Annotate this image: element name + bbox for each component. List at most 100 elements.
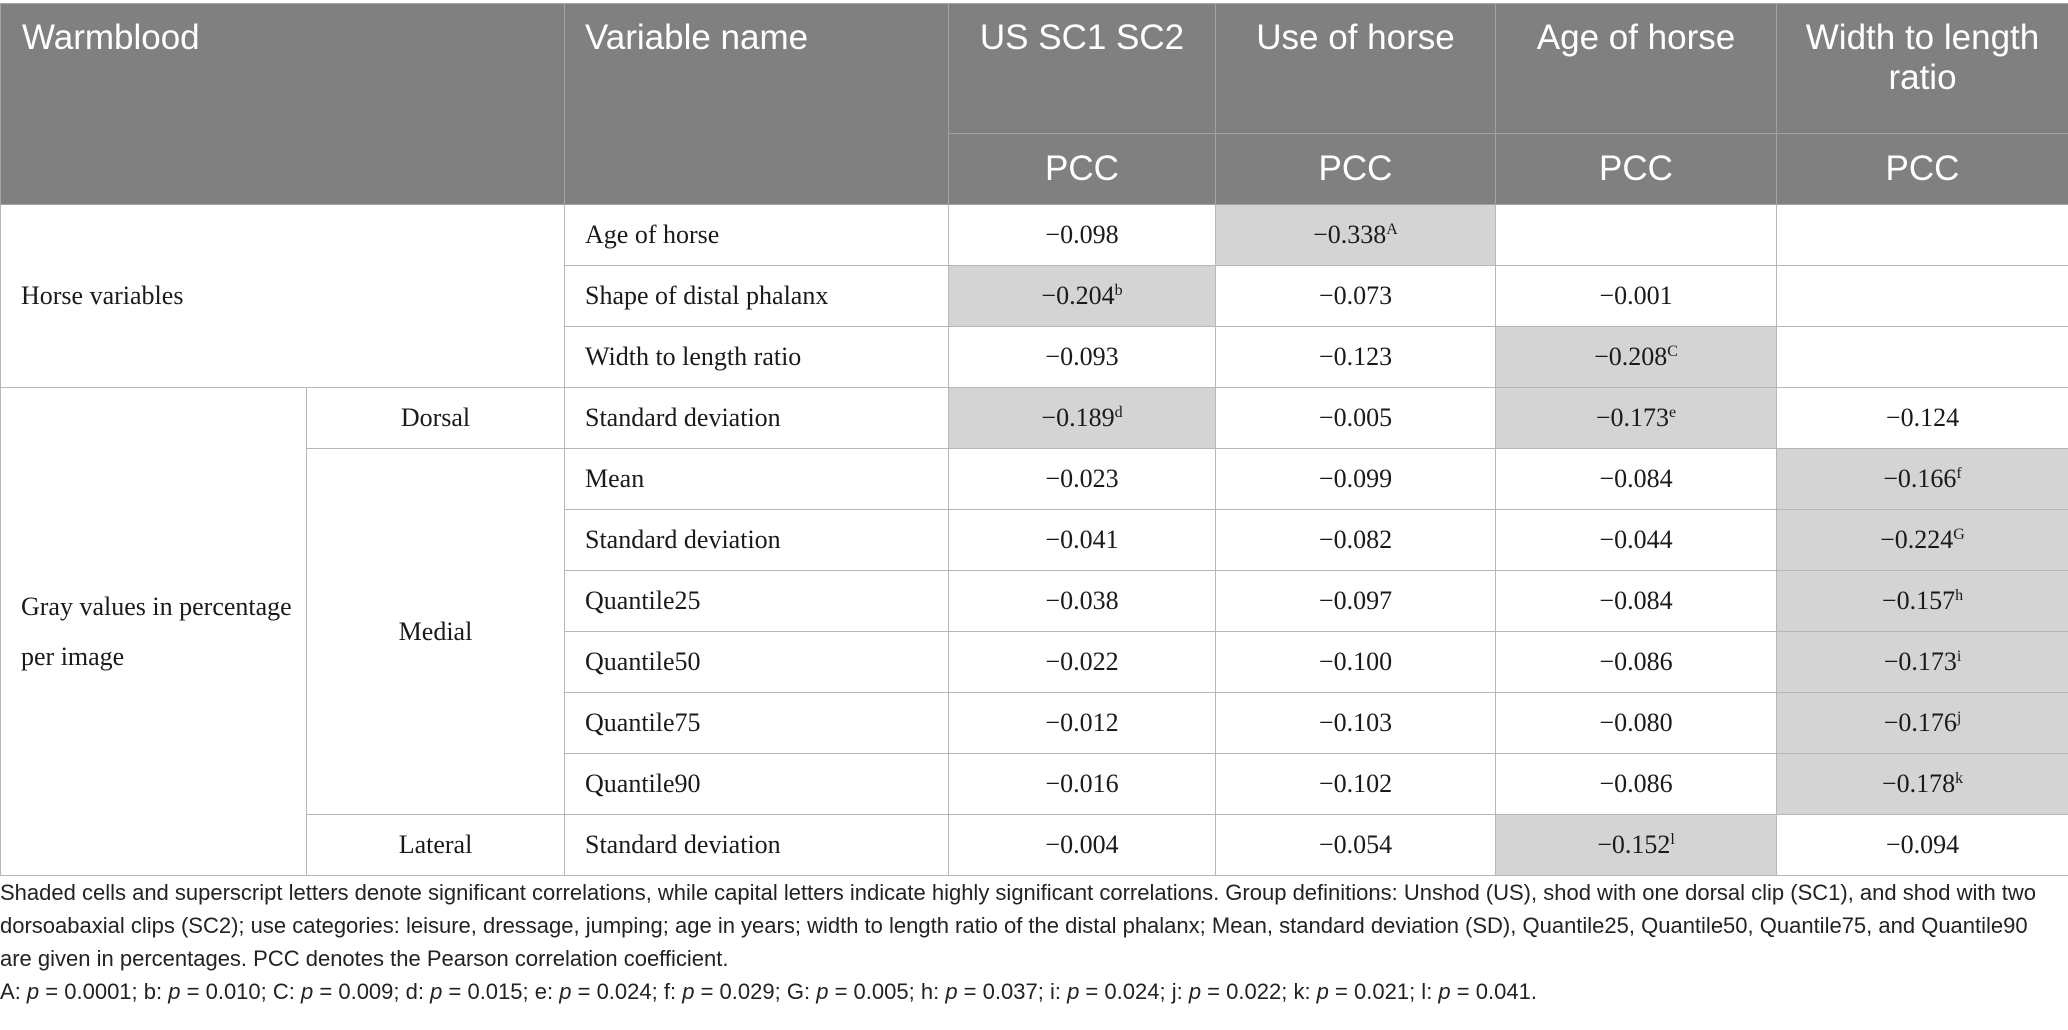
stat-header-row: PCC PCC PCC PCC — [1, 133, 2068, 205]
p-symbol: : p = — [288, 979, 339, 1004]
p-value-entry: e: p = 0.024; — [534, 979, 664, 1004]
pcc-value: −0.173 — [1595, 403, 1670, 432]
column-header-width-to-length-ratio: Width to length ratio — [1776, 3, 2068, 134]
pcc-value: −0.038 — [1045, 586, 1119, 615]
table-row: Medial Mean −0.023 −0.099 −0.084 −0.166f — [1, 448, 2068, 815]
variable-name: Age of horse — [564, 204, 949, 266]
variable-name: Width to length ratio — [564, 326, 949, 388]
pcc-value: −0.094 — [1885, 830, 1960, 859]
p-value-label: f — [663, 979, 670, 1004]
pcc-value: −0.123 — [1318, 342, 1393, 371]
variable-name: Quantile25 — [564, 570, 949, 632]
pcc-value: −0.152 — [1597, 830, 1671, 859]
stat-header: PCC — [1215, 133, 1496, 205]
pcc-value: −0.204 — [1041, 281, 1115, 310]
pcc-cell: −0.001 — [1495, 265, 1777, 327]
pcc-cell: −0.016 — [948, 753, 1216, 815]
pcc-cell — [1495, 204, 1777, 266]
subgroup-label: Lateral — [306, 814, 565, 876]
correlation-table: Warmblood Variable name US SC1 SC2 Use o… — [0, 3, 2068, 876]
table-row: Quantile75 −0.012 −0.103 −0.080 −0.176j — [1, 692, 2068, 754]
pcc-cell: −0.208C — [1495, 326, 1777, 388]
table-footnote: Shaded cells and superscript letters den… — [0, 876, 2050, 1008]
pcc-value: −0.023 — [1045, 464, 1119, 493]
pcc-value: −0.044 — [1599, 525, 1673, 554]
table-row: Quantile90 −0.016 −0.102 −0.086 −0.178k — [1, 753, 2068, 815]
pcc-cell: −0.173i — [1776, 631, 2068, 693]
stat-header: PCC — [948, 133, 1216, 205]
p-symbol: : p = — [669, 979, 720, 1004]
header-row: Warmblood Variable name US SC1 SC2 Use o… — [0, 3, 2068, 205]
pcc-cell: −0.157h — [1776, 570, 2068, 632]
p-value-number: 0.021 — [1354, 979, 1410, 1004]
pcc-cell: −0.123 — [1215, 326, 1496, 388]
p-value-label: l — [1421, 979, 1427, 1004]
p-value-entry: A: p = 0.0001; — [0, 979, 144, 1004]
pcc-cell: −0.189d — [948, 387, 1216, 449]
pcc-cell: −0.073 — [1215, 265, 1496, 327]
pcc-value: −0.099 — [1318, 464, 1393, 493]
pcc-cell: −0.124 — [1776, 387, 2068, 449]
p-value-entry: G: p = 0.005; — [786, 979, 921, 1004]
pcc-value: −0.004 — [1045, 830, 1119, 859]
pcc-value: −0.166 — [1883, 464, 1957, 493]
p-value-entry: b: p = 0.010; — [143, 979, 273, 1004]
p-value-entry: d: p = 0.015; — [405, 979, 535, 1004]
pcc-value: −0.080 — [1599, 708, 1673, 737]
p-value-label: h — [920, 979, 934, 1004]
p-value-number: 0.005 — [853, 979, 909, 1004]
pcc-cell: −0.097 — [1215, 570, 1496, 632]
significance-marker: d — [1114, 404, 1123, 421]
pcc-cell: −0.103 — [1215, 692, 1496, 754]
p-value-entry: f: p = 0.029; — [663, 979, 787, 1004]
p-value-number: 0.015 — [467, 979, 523, 1004]
p-value-label: C — [272, 979, 289, 1004]
subgroup-label: Medial — [306, 448, 565, 815]
p-value-entry: l: p = 0.041. — [1421, 979, 1537, 1004]
table-row: Lateral Standard deviation −0.004 −0.054 −0.… — [1, 814, 2068, 876]
pcc-value: −0.102 — [1318, 769, 1393, 798]
pcc-cell: −0.094 — [1776, 814, 2068, 876]
column-header-age-of-horse: Age of horse — [1495, 3, 1777, 134]
pcc-cell: −0.054 — [1215, 814, 1496, 876]
pcc-value: −0.093 — [1045, 342, 1119, 371]
p-value-number: 0.022 — [1226, 979, 1282, 1004]
pcc-cell: −0.204b — [948, 265, 1216, 327]
pcc-cell: −0.166f — [1776, 448, 2068, 510]
pcc-cell: −0.012 — [948, 692, 1216, 754]
pcc-cell: −0.224G — [1776, 509, 2068, 571]
pcc-cell: −0.038 — [948, 570, 1216, 632]
variable-name: Mean — [564, 448, 949, 510]
pcc-value: −0.005 — [1318, 403, 1393, 432]
pcc-cell: −0.173e — [1495, 387, 1777, 449]
pcc-value: −0.097 — [1318, 586, 1393, 615]
pcc-value: −0.178 — [1881, 769, 1956, 798]
p-symbol: : p = — [417, 979, 468, 1004]
p-value-label: e — [534, 979, 547, 1004]
subgroup-label: Dorsal — [306, 387, 565, 449]
p-value-entry: C: p = 0.009; — [272, 979, 406, 1004]
significance-marker: G — [1953, 526, 1965, 543]
section-label: Horse variables — [0, 204, 565, 388]
pcc-value: −0.001 — [1599, 281, 1673, 310]
variable-column-header: Variable name — [564, 3, 949, 205]
significance-marker: h — [1955, 587, 1964, 604]
p-value-label: k — [1293, 979, 1305, 1004]
p-value-label: d — [405, 979, 418, 1004]
pcc-cell: −0.044 — [1495, 509, 1777, 571]
column-header-use-of-horse: Use of horse — [1215, 3, 1496, 134]
pcc-cell: −0.084 — [1495, 570, 1777, 632]
variable-name: Standard deviation — [564, 387, 949, 449]
pcc-cell: −0.080 — [1495, 692, 1777, 754]
significance-marker: f — [1956, 465, 1962, 482]
table-row: Gray values in percentage per image Dorsa… — [0, 387, 2068, 876]
stat-header: PCC — [1776, 133, 2068, 205]
pcc-cell: −0.084 — [1495, 448, 1777, 510]
variable-name: Standard deviation — [564, 509, 949, 571]
pcc-cell: −0.023 — [948, 448, 1216, 510]
pcc-cell — [1776, 204, 2068, 266]
pcc-value: −0.124 — [1885, 403, 1960, 432]
pcc-value: −0.073 — [1318, 281, 1393, 310]
section-label: Gray values in percentage per image — [0, 387, 307, 876]
pcc-value: −0.084 — [1599, 464, 1673, 493]
